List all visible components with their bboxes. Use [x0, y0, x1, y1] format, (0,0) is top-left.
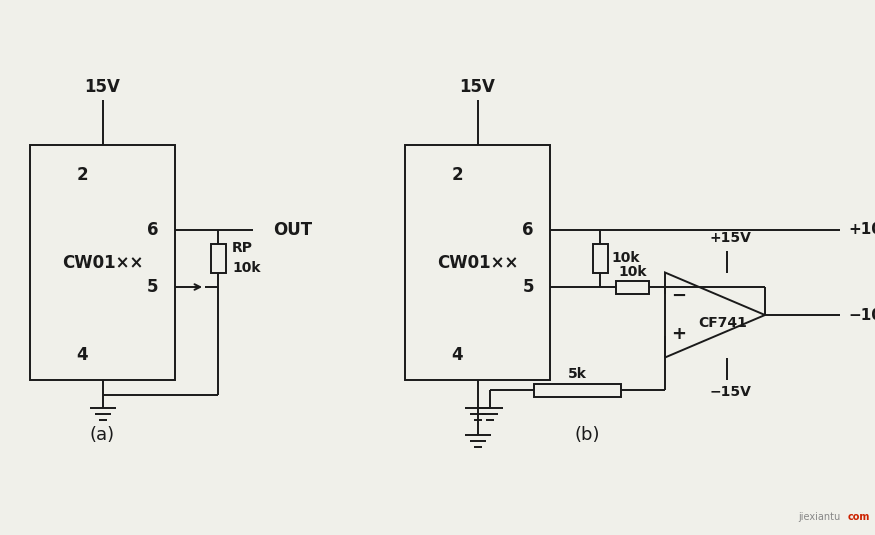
Text: CF741: CF741 — [698, 316, 747, 330]
Bar — [534, 384, 621, 396]
Bar — [405, 145, 550, 380]
Text: OUT: OUT — [273, 221, 312, 239]
Text: (a): (a) — [90, 426, 116, 444]
Text: 10k: 10k — [612, 251, 640, 265]
Text: 15V: 15V — [85, 78, 121, 96]
Text: 10k: 10k — [232, 262, 261, 276]
Text: 2: 2 — [452, 166, 464, 184]
Text: 5k: 5k — [568, 368, 587, 381]
Text: 2: 2 — [77, 166, 88, 184]
Text: jiexiantu: jiexiantu — [798, 512, 840, 522]
Bar — [211, 243, 226, 273]
Text: −: − — [671, 287, 687, 305]
Text: 6: 6 — [522, 221, 534, 239]
Bar — [616, 280, 648, 294]
Text: −15V: −15V — [709, 385, 751, 399]
Text: +15V: +15V — [709, 232, 751, 246]
Bar — [30, 145, 175, 380]
Text: com: com — [848, 512, 871, 522]
Text: +: + — [671, 325, 687, 343]
Text: 5: 5 — [147, 278, 158, 296]
Text: 15V: 15V — [459, 78, 495, 96]
Text: 4: 4 — [77, 346, 88, 364]
Text: 6: 6 — [147, 221, 158, 239]
Bar — [592, 243, 607, 273]
Text: CW01××: CW01×× — [62, 254, 144, 272]
Text: +10V: +10V — [848, 223, 875, 238]
Text: 5: 5 — [522, 278, 534, 296]
Text: 10k: 10k — [619, 264, 647, 279]
Text: 4: 4 — [452, 346, 464, 364]
Text: CW01××: CW01×× — [437, 254, 518, 272]
Text: (b): (b) — [575, 426, 600, 444]
Text: −10V: −10V — [848, 308, 875, 323]
Text: RP: RP — [232, 241, 253, 256]
